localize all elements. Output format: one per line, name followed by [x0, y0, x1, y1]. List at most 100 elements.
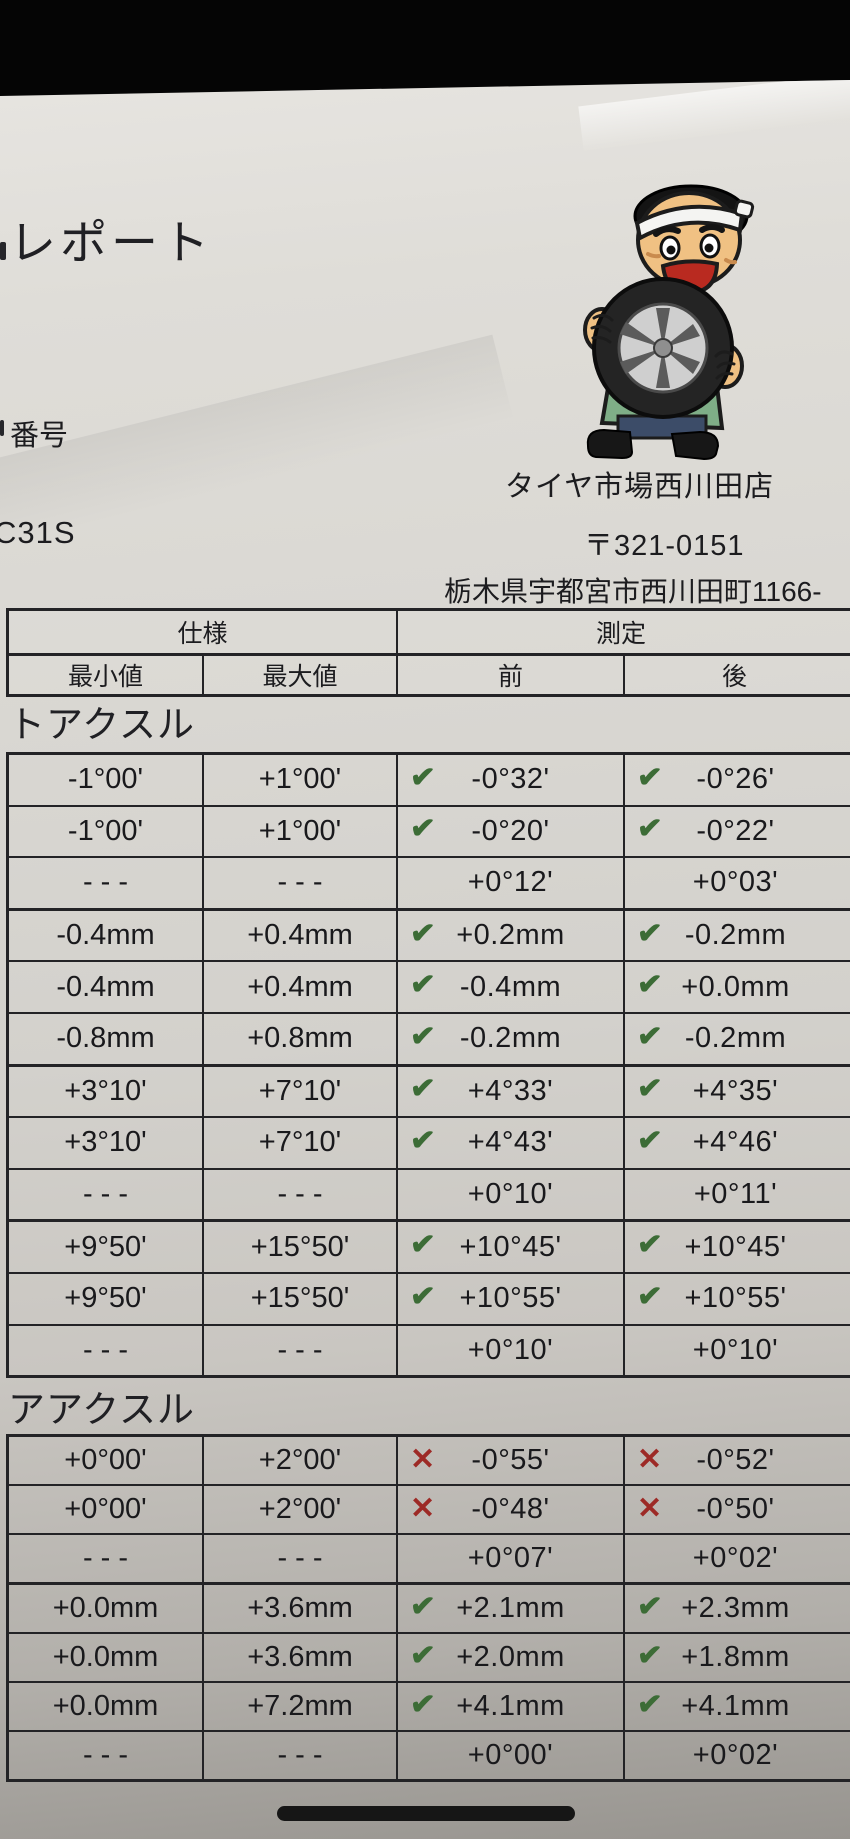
table-row: - - - - - - +0°10' +0°10' [9, 1325, 850, 1376]
spec-min-value: +0.0mm [9, 1683, 204, 1731]
measured-rear-cell: ✔ +4.1mm [625, 1683, 850, 1730]
spec-max-value: - - - [204, 1535, 398, 1583]
table-row: +9°50' +15°50' ✔ +10°55' ✔ +10°55' [9, 1273, 850, 1326]
status-mark-icon: ✔ [635, 1019, 664, 1054]
measured-front-value: -0°32' [471, 763, 550, 796]
table-row: +0.0mm +3.6mm ✔ +2.0mm ✔ +1.8mm [9, 1634, 850, 1684]
measured-rear-value: -0°52' [696, 1444, 775, 1477]
measured-front-value: +4°43' [467, 1126, 554, 1159]
measured-front-value: +4.1mm [456, 1690, 565, 1723]
table-row: +0°00' +2°00' ✕ -0°48' ✕ -0°50' [9, 1486, 850, 1536]
status-mark-icon: ✔ [408, 1588, 437, 1624]
measured-rear-cell: ✔ +4°46' [625, 1118, 850, 1168]
measured-front-cell: ✔ -0°20' [398, 806, 625, 857]
table-row: +0.0mm +3.6mm ✔ +2.1mm ✔ +2.3mm [9, 1584, 850, 1635]
paper-fold-highlight [578, 80, 850, 153]
status-mark-icon: ✔ [635, 1279, 664, 1314]
measured-rear-cell: ✔ +2.3mm [625, 1585, 850, 1632]
table-row: +0°00' +2°00' ✕ -0°55' ✕ -0°52' [9, 1437, 850, 1487]
status-mark-icon: ✔ [408, 1686, 437, 1722]
measured-rear-value: +2.3mm [681, 1592, 790, 1625]
measured-front-cell: ✔ +2.0mm [398, 1634, 625, 1682]
cut-off-glyph [0, 242, 6, 260]
table-row: - - - - - - +0°10' +0°11' [9, 1169, 850, 1222]
spec-max-value: - - - [204, 1169, 398, 1220]
table-row: +9°50' +15°50' ✔ +10°45' ✔ +10°45' [9, 1221, 850, 1274]
measured-rear-value: -0.2mm [684, 919, 787, 952]
header-min: 最小値 [9, 656, 204, 694]
measured-rear-value: +4.1mm [681, 1690, 790, 1723]
measured-front-cell: ✔ -0°32' [398, 755, 625, 805]
spec-max-value: - - - [204, 858, 398, 908]
measured-front-cell: ✔ -0.2mm [398, 1013, 625, 1064]
measured-rear-cell: ✔ +0.0mm [625, 962, 850, 1012]
measured-rear-cell: ✔ +4°35' [625, 1067, 850, 1117]
status-mark-icon: ✔ [635, 1637, 664, 1673]
measured-rear-value: +10°45' [684, 1230, 787, 1263]
status-mark-icon: ✔ [635, 1123, 664, 1158]
measured-rear-value: -0.2mm [684, 1022, 787, 1055]
table-sections: トアクスル -1°00' +1°00' ✔ -0°32' ✔ -0°26' -1… [6, 702, 850, 1783]
measured-rear-cell: +0°10' [625, 1326, 850, 1376]
status-mark-icon: ✔ [635, 1588, 664, 1624]
vehicle-model-code: C31S [0, 515, 76, 550]
measured-front-cell: ✔ +10°55' [398, 1273, 625, 1324]
shop-name: タイヤ市場西川田店 [505, 471, 775, 503]
measured-front-cell: ✔ +4°33' [398, 1066, 625, 1117]
measured-front-value: -0°48' [471, 1493, 550, 1526]
measured-front-value: +2.1mm [456, 1592, 565, 1625]
measured-front-value: +10°55' [459, 1282, 562, 1315]
number-label: 番号 [10, 420, 69, 452]
measured-front-cell: +0°12' [398, 858, 625, 908]
status-mark-icon: ✔ [408, 1019, 437, 1054]
spec-max-value: +15°50' [204, 1222, 398, 1272]
measured-front-value: +0°12' [467, 866, 554, 899]
measured-front-cell: ✔ +2.1mm [398, 1585, 625, 1633]
measured-front-value: +2.0mm [456, 1641, 565, 1674]
measured-rear-cell: ✔ +10°55' [625, 1274, 850, 1324]
measured-rear-cell: ✔ +1.8mm [625, 1634, 850, 1681]
measured-rear-cell: +0°03' [625, 858, 850, 908]
status-mark-icon: ✔ [408, 1279, 437, 1314]
spec-min-value: -0.8mm [9, 1013, 204, 1064]
table-row: +3°10' +7°10' ✔ +4°33' ✔ +4°35' [9, 1065, 850, 1119]
measured-rear-cell: ✔ -0°26' [625, 755, 850, 805]
status-mark-icon: ✔ [408, 760, 437, 795]
status-mark-icon: ✔ [635, 811, 664, 847]
measured-rear-cell: ✔ -0.2mm [625, 911, 850, 961]
measured-front-value: -0.4mm [459, 970, 562, 1003]
measured-front-value: +0°10' [467, 1178, 554, 1211]
spec-max-value: +3.6mm [204, 1634, 398, 1682]
home-indicator[interactable] [277, 1806, 575, 1821]
measured-front-value: -0°55' [471, 1444, 550, 1477]
spec-max-value: +0.4mm [204, 962, 398, 1012]
spec-max-value: +7°10' [204, 1118, 398, 1168]
measured-front-cell: +0°07' [398, 1535, 625, 1583]
spec-min-value: +9°50' [9, 1222, 204, 1272]
table-row: -1°00' +1°00' ✔ -0°32' ✔ -0°26' [9, 755, 850, 807]
spec-min-value: -1°00' [9, 755, 204, 805]
status-mark-icon: ✔ [635, 1071, 664, 1107]
measured-front-cell: +0°10' [398, 1325, 625, 1376]
report-title: レポート [9, 216, 213, 269]
measured-front-value: -0.2mm [459, 1022, 562, 1055]
status-mark-icon: ✔ [408, 811, 437, 847]
measured-rear-value: -0°50' [696, 1493, 775, 1526]
header-max: 最大値 [204, 656, 398, 694]
spec-min-value: +0.0mm [9, 1585, 204, 1633]
measured-rear-value: +0°10' [692, 1333, 779, 1366]
measured-front-cell: ✔ +4.1mm [398, 1683, 625, 1731]
cut-off-glyph [0, 420, 4, 436]
header-rear: 後 [721, 663, 747, 691]
measured-rear-cell: +0°02' [625, 1535, 850, 1582]
spec-min-value: +9°50' [9, 1273, 204, 1324]
measured-front-cell: ✔ +4°43' [398, 1118, 625, 1168]
measured-front-cell: ✕ -0°55' [398, 1437, 625, 1485]
spec-min-value: -0.4mm [9, 962, 204, 1012]
spec-max-value: - - - [204, 1732, 398, 1780]
spec-max-value: - - - [204, 1325, 398, 1376]
measured-rear-cell: ✔ -0.2mm [625, 1014, 850, 1064]
alignment-data-table: -1°00' +1°00' ✔ -0°32' ✔ -0°26' -1°00' +… [6, 752, 850, 1379]
status-mark-icon: ✔ [408, 1227, 437, 1263]
